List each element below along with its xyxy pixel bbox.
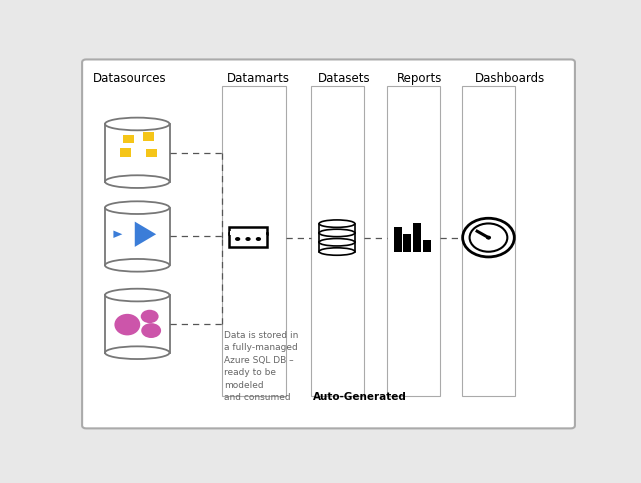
FancyBboxPatch shape: [423, 240, 431, 253]
Circle shape: [486, 236, 491, 240]
Text: Auto-Generated: Auto-Generated: [313, 392, 406, 402]
Ellipse shape: [105, 201, 169, 214]
FancyBboxPatch shape: [319, 233, 355, 242]
Ellipse shape: [114, 314, 140, 335]
FancyBboxPatch shape: [311, 86, 364, 397]
Ellipse shape: [105, 259, 169, 271]
Text: Datasources: Datasources: [92, 72, 166, 85]
FancyBboxPatch shape: [222, 86, 287, 397]
Circle shape: [246, 237, 251, 241]
Circle shape: [256, 237, 261, 241]
FancyBboxPatch shape: [105, 208, 169, 265]
Polygon shape: [113, 230, 122, 238]
FancyBboxPatch shape: [229, 227, 267, 234]
Polygon shape: [135, 222, 156, 247]
Circle shape: [141, 323, 161, 338]
Ellipse shape: [319, 248, 355, 255]
FancyBboxPatch shape: [123, 135, 134, 143]
FancyBboxPatch shape: [105, 124, 169, 182]
FancyBboxPatch shape: [105, 295, 169, 353]
Circle shape: [235, 237, 240, 241]
Circle shape: [463, 218, 514, 257]
Ellipse shape: [105, 118, 169, 130]
Ellipse shape: [105, 289, 169, 301]
FancyBboxPatch shape: [143, 132, 154, 141]
Circle shape: [141, 310, 158, 323]
Circle shape: [470, 224, 508, 252]
FancyBboxPatch shape: [82, 59, 575, 428]
Ellipse shape: [105, 346, 169, 359]
FancyBboxPatch shape: [403, 234, 411, 253]
FancyBboxPatch shape: [394, 227, 402, 253]
Text: Reports: Reports: [397, 72, 442, 85]
FancyBboxPatch shape: [387, 86, 440, 397]
Ellipse shape: [319, 239, 355, 246]
Ellipse shape: [319, 220, 355, 227]
FancyBboxPatch shape: [462, 86, 515, 397]
FancyBboxPatch shape: [120, 148, 131, 156]
FancyBboxPatch shape: [319, 224, 355, 233]
Text: Datamarts: Datamarts: [227, 72, 290, 85]
FancyBboxPatch shape: [230, 231, 266, 236]
FancyBboxPatch shape: [413, 224, 421, 253]
FancyBboxPatch shape: [146, 149, 157, 157]
Ellipse shape: [105, 175, 169, 188]
Text: Datasets: Datasets: [317, 72, 370, 85]
FancyBboxPatch shape: [319, 242, 355, 252]
FancyBboxPatch shape: [229, 233, 267, 247]
Ellipse shape: [319, 229, 355, 237]
Text: Data is stored in
a fully-managed
Azure SQL DB –
ready to be
modeled
and consume: Data is stored in a fully-managed Azure …: [224, 331, 299, 402]
Text: Dashboards: Dashboards: [475, 72, 545, 85]
